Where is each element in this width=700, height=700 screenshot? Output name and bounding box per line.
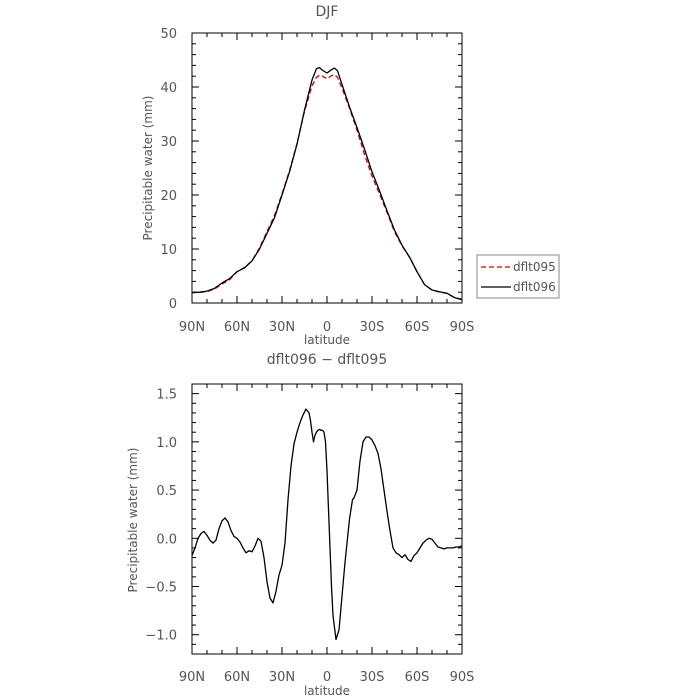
bottom-x-axis-label: latitude — [304, 684, 350, 698]
top-x-tick-label: 30N — [269, 320, 295, 335]
legend-box — [476, 254, 560, 299]
legend-label-dflt095: dflt095 — [513, 260, 556, 274]
top-y-tick-label: 20 — [160, 189, 177, 204]
bottom-y-tick-label: 0.0 — [156, 532, 177, 547]
top-x-tick-label: 90N — [179, 320, 205, 335]
bottom-x-tick-label: 60N — [224, 670, 250, 685]
bottom-x-tick-label: 90S — [450, 670, 475, 685]
bottom-panel: dflt096 − dflt095 90N 60N 30N 0 30S 60S 90S −1.… — [126, 352, 474, 698]
bottom-x-tick-label: 0 — [323, 670, 331, 685]
legend: dflt095 dflt096 — [476, 254, 560, 299]
top-series-line-dflt095 — [192, 73, 463, 300]
top-y-tick-label: 30 — [160, 135, 177, 150]
top-x-tick-label: 60S — [405, 320, 430, 335]
top-y-tick-label: 40 — [160, 81, 177, 96]
bottom-y-tick-label: 1.5 — [156, 388, 177, 403]
bottom-plot-area: 90N 60N 30N 0 30S 60S 90S −1.0 −0.5 0.0 0.5 1.0 1.5 — [145, 383, 475, 685]
bottom-series-line-0 — [191, 408, 463, 641]
top-x-axis-label: latitude — [304, 333, 350, 347]
top-y-tick-label: 0 — [169, 297, 177, 312]
bottom-y-tick-label: 1.0 — [156, 436, 177, 451]
bottom-y-axis-label: Precipitable water (mm) — [126, 448, 140, 593]
bottom-chart-title: dflt096 − dflt095 — [267, 352, 387, 368]
top-x-tick-label: 60N — [224, 320, 250, 335]
top-y-tick-label: 50 — [160, 27, 177, 42]
top-x-tick-label: 30S — [360, 320, 385, 335]
bottom-y-tick-label: −1.0 — [145, 629, 177, 644]
top-series-line-dflt096 — [191, 66, 463, 301]
top-y-axis-label: Precipitable water (mm) — [141, 96, 155, 241]
top-x-tick-label: 90S — [450, 320, 475, 335]
top-chart-title: DJF — [316, 4, 339, 20]
bottom-y-tick-label: 0.5 — [156, 484, 177, 499]
bottom-x-tick-label: 60S — [405, 670, 430, 685]
bottom-plot-frame — [191, 383, 463, 655]
top-panel: DJF 90N 60N 30N 0 30S 60S 90S 0 10 20 30 40 50 latit… — [141, 4, 474, 347]
bottom-x-tick-label: 30S — [360, 670, 385, 685]
bottom-x-tick-label: 30N — [269, 670, 295, 685]
top-x-tick-label: 0 — [323, 320, 331, 335]
legend-label-dflt096: dflt096 — [513, 280, 556, 294]
top-plot-area: 90N 60N 30N 0 30S 60S 90S 0 10 20 30 40 50 — [160, 27, 474, 335]
bottom-x-tick-label: 90N — [179, 670, 205, 685]
bottom-y-tick-label: −0.5 — [145, 581, 177, 596]
top-y-tick-label: 10 — [160, 243, 177, 258]
